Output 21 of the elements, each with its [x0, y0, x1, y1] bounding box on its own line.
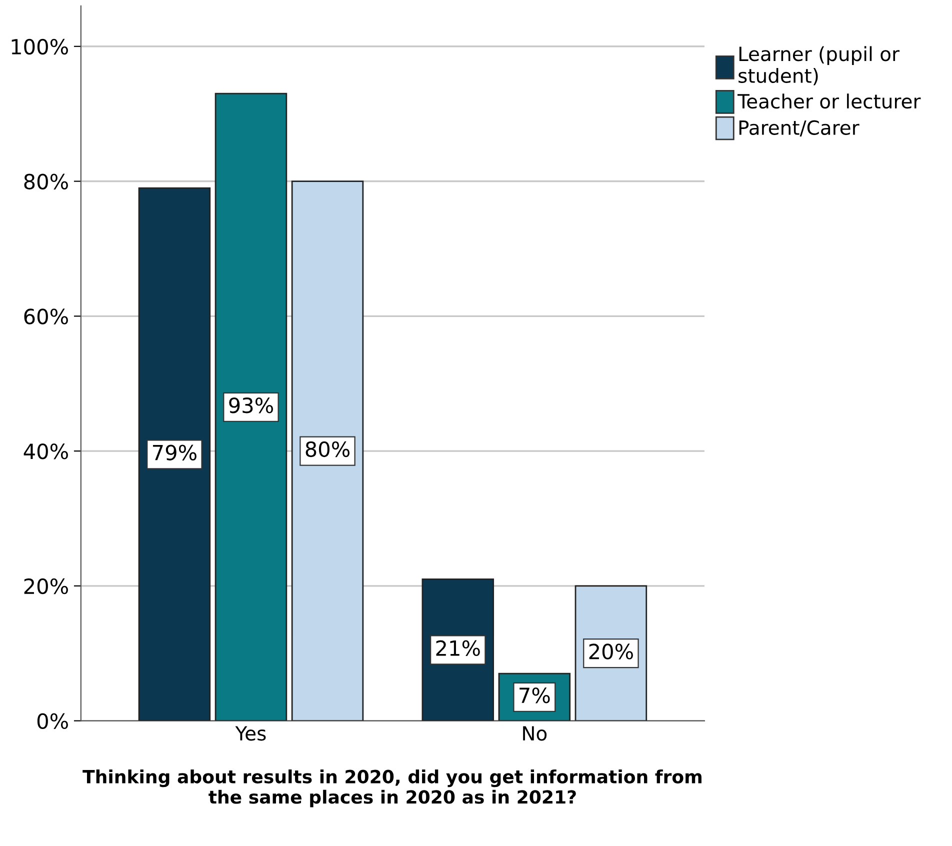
data-label: 79% — [153, 444, 196, 460]
data-label: 20% — [589, 644, 633, 660]
data-label: 7% — [520, 687, 550, 704]
x-tick-label: Yes — [235, 726, 266, 741]
y-tick-label: 80% — [24, 174, 68, 190]
bar — [138, 187, 211, 721]
y-tick-label: 60% — [24, 308, 68, 324]
y-tick-label: 0% — [37, 713, 68, 730]
y-tick-label: 20% — [24, 578, 68, 594]
legend-label: Learner (pupil or student) — [738, 46, 900, 86]
data-label: 80% — [306, 441, 350, 458]
data-label: 93% — [229, 397, 273, 414]
legend-label: Teacher or lecturer — [737, 94, 921, 109]
x-axis-title: Thinking about results in 2020, did you get information from the same places in 2020 as in 2021? — [82, 769, 702, 808]
bar — [291, 180, 364, 721]
bar — [214, 92, 288, 721]
y-tick-label: 100% — [12, 38, 68, 55]
x-tick-label: No — [523, 726, 547, 741]
data-label: 21% — [436, 640, 480, 656]
y-tick-label: 40% — [24, 443, 68, 460]
legend-label: Parent/Carer — [739, 120, 860, 137]
